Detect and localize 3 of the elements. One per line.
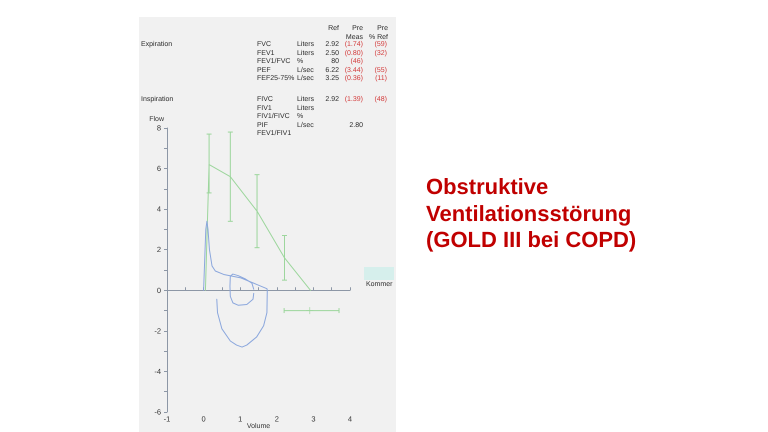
- line-series: [229, 274, 254, 306]
- line-series: [203, 220, 268, 348]
- text: Obstruktive Ventilationsstörung (GOLD III bei COPD): [426, 174, 638, 254]
